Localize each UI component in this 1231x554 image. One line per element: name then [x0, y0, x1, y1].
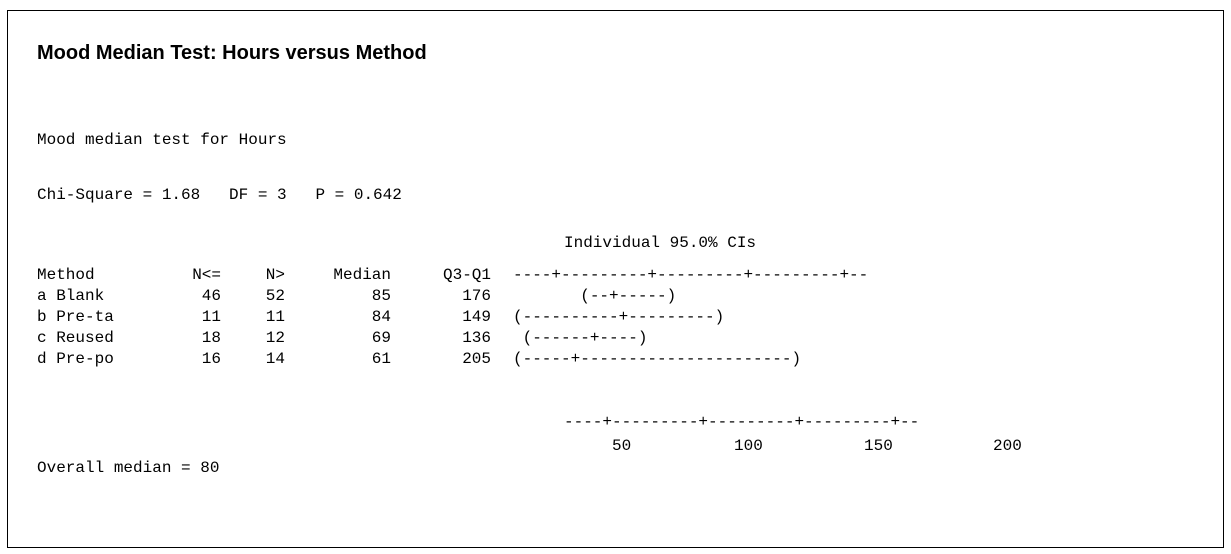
- row-n-le: 11: [201, 307, 221, 326]
- header-method: Method: [37, 265, 95, 284]
- table-row: b Pre-ta 11 11 84 149 (----------+------…: [37, 306, 1003, 327]
- header-n-le: N<=: [192, 265, 221, 284]
- row-n-le: 16: [201, 349, 221, 368]
- row-ci: (-----+----------------------): [513, 349, 802, 368]
- ci-header: Individual 95.0% CIs: [564, 234, 757, 252]
- row-median: 85: [371, 286, 391, 305]
- page-title: Mood Median Test: Hours versus Method: [37, 42, 427, 64]
- row-method: a Blank: [37, 286, 105, 305]
- row-n-gt: 14: [265, 349, 285, 368]
- row-n-gt: 12: [265, 328, 285, 347]
- row-n-le: 18: [201, 328, 221, 347]
- overall-median: Overall median = 80: [37, 459, 220, 477]
- row-method: c Reused: [37, 328, 114, 347]
- tick-label: 200: [993, 437, 1022, 455]
- tick-label: 150: [864, 437, 893, 455]
- row-q3q1: 176: [462, 286, 491, 305]
- table-header-row: Method N<= N> Median Q3-Q1 ----+--------…: [37, 264, 1003, 285]
- row-n-gt: 52: [265, 286, 285, 305]
- table-row: c Reused 18 12 69 136 (------+----): [37, 327, 1003, 348]
- header-q3q1: Q3-Q1: [442, 265, 491, 284]
- row-ci: (------+----): [513, 328, 648, 347]
- table-row: a Blank 46 52 85 176 (--+-----): [37, 285, 1003, 306]
- row-median: 61: [371, 349, 391, 368]
- axis-top: ----+---------+---------+---------+--: [513, 265, 869, 284]
- axis-bottom: ----+---------+---------+---------+--: [564, 413, 920, 431]
- results-table: Method N<= N> Median Q3-Q1 ----+--------…: [37, 264, 1003, 369]
- tick-label: 100: [734, 437, 763, 455]
- row-q3q1: 136: [462, 328, 491, 347]
- row-method: b Pre-ta: [37, 307, 114, 326]
- tick-label: 50: [612, 437, 632, 455]
- header-n-gt: N>: [265, 265, 285, 284]
- chi-square-stats: Chi-Square = 1.68 DF = 3 P = 0.642: [37, 186, 402, 204]
- output-frame: [7, 10, 1224, 548]
- test-subtitle: Mood median test for Hours: [37, 131, 287, 149]
- row-n-gt: 11: [265, 307, 285, 326]
- row-n-le: 46: [201, 286, 221, 305]
- row-q3q1: 149: [462, 307, 491, 326]
- row-ci: (----------+---------): [513, 307, 725, 326]
- row-ci: (--+-----): [513, 286, 677, 305]
- row-method: d Pre-po: [37, 349, 114, 368]
- header-median: Median: [333, 265, 391, 284]
- table-row: d Pre-po 16 14 61 205 (-----+-----------…: [37, 348, 1003, 369]
- row-q3q1: 205: [462, 349, 491, 368]
- row-median: 84: [371, 307, 391, 326]
- row-median: 69: [371, 328, 391, 347]
